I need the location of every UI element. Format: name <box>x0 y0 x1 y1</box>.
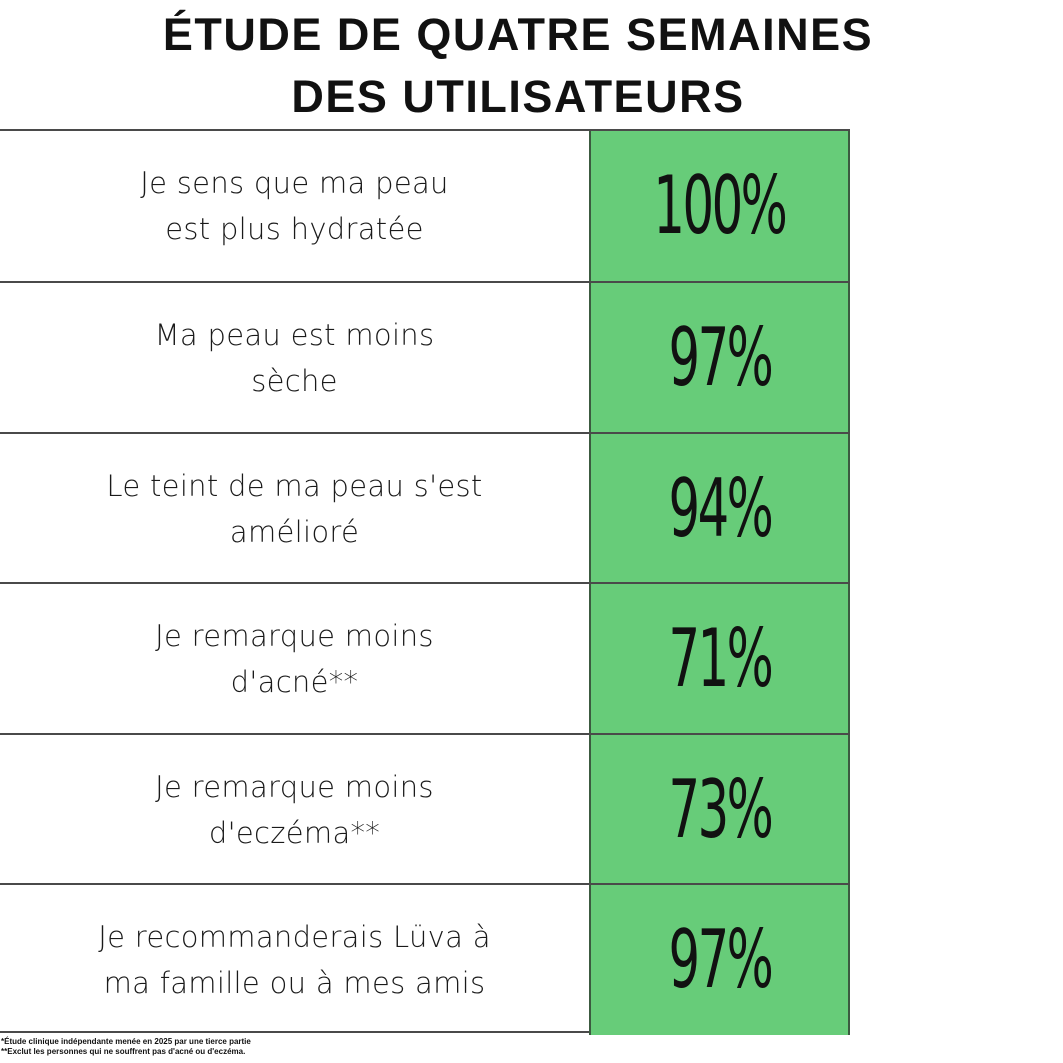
percentage-value: 100% <box>653 159 788 252</box>
statement-line: Le teint de ma peau s'est <box>106 469 483 503</box>
statement-line: Ma peau est moins <box>154 318 435 352</box>
statement-line: ma famille ou à mes amis <box>103 966 486 1000</box>
statement-text: Je remarque moins d'acné** <box>85 613 505 705</box>
row-divider <box>0 432 850 434</box>
statement-line: sèche <box>251 364 338 398</box>
row-divider <box>0 733 850 735</box>
footnotes: *Étude clinique indépendante menée en 20… <box>1 1037 251 1057</box>
percentage-value: 97% <box>668 311 773 404</box>
statement-text: Ma peau est moins sèche <box>85 312 505 404</box>
percentage-value: 71% <box>668 612 773 705</box>
statement-line: Je sens que ma peau <box>140 166 449 200</box>
footnote-exclusion: **Exclut les personnes qui ne souffrent … <box>1 1047 246 1056</box>
percentage-value: 97% <box>668 913 773 1006</box>
statement-line: est plus hydratée <box>165 212 424 246</box>
percentage-cell: 97% <box>589 283 850 433</box>
statement-cell: Je sens que ma peau est plus hydratée <box>0 131 589 281</box>
statement-text: Je remarque moins d'eczéma** <box>85 764 505 856</box>
percentage-cell: 100% <box>589 131 850 281</box>
statement-line: d'acné** <box>230 665 359 699</box>
row-divider <box>0 582 850 584</box>
statement-line: Je recommanderais Lüva à <box>98 920 491 954</box>
statement-cell: Je recommanderais Lüva à ma famille ou à… <box>0 885 589 1035</box>
percentage-cell: 73% <box>589 735 850 885</box>
page-title: ÉTUDE DE QUATRE SEMAINES DES UTILISATEUR… <box>0 4 1036 128</box>
percentage-value: 73% <box>668 763 773 856</box>
results-table: Je sens que ma peau est plus hydratée 10… <box>0 129 850 1035</box>
table-row: Je recommanderais Lüva à ma famille ou à… <box>0 885 850 1035</box>
table-row: Je remarque moins d'eczéma** 73% <box>0 735 850 885</box>
table-row: Je remarque moins d'acné** 71% <box>0 584 850 734</box>
statement-cell: Je remarque moins d'eczéma** <box>0 735 589 885</box>
statement-cell: Le teint de ma peau s'est amélioré <box>0 434 589 584</box>
percentage-cell: 71% <box>589 584 850 734</box>
statement-text: Le teint de ma peau s'est amélioré <box>85 463 505 555</box>
row-divider <box>0 883 850 885</box>
statement-text: Je sens que ma peau est plus hydratée <box>85 160 505 252</box>
statement-cell: Je remarque moins d'acné** <box>0 584 589 734</box>
statement-text: Je recommanderais Lüva à ma famille ou à… <box>85 914 505 1006</box>
table-row: Je sens que ma peau est plus hydratée 10… <box>0 131 850 281</box>
table-row: Ma peau est moins sèche 97% <box>0 283 850 433</box>
percentage-cell: 97% <box>589 885 850 1035</box>
percentage-cell: 94% <box>589 434 850 584</box>
statement-line: amélioré <box>229 515 360 549</box>
table-row: Le teint de ma peau s'est amélioré 94% <box>0 434 850 584</box>
title-line-2: DES UTILISATEURS <box>291 71 745 122</box>
statement-line: Je remarque moins <box>155 770 434 804</box>
footnote-study: *Étude clinique indépendante menée en 20… <box>1 1037 251 1046</box>
row-divider <box>0 281 850 283</box>
title-line-1: ÉTUDE DE QUATRE SEMAINES <box>162 9 874 60</box>
statement-line: d'eczéma** <box>208 816 381 850</box>
percentage-value: 94% <box>668 462 773 555</box>
statement-line: Je remarque moins <box>155 619 434 653</box>
statement-cell: Ma peau est moins sèche <box>0 283 589 433</box>
